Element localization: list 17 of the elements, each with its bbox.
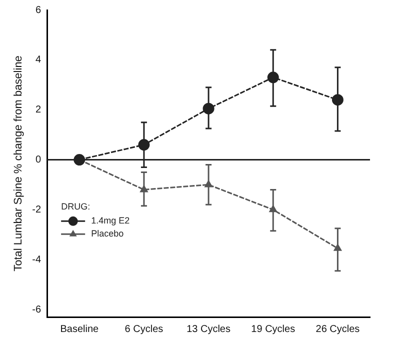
y-tick-label: 4 bbox=[36, 54, 42, 66]
y-axis-title: Total Lumbar Spine % change from baseline bbox=[12, 56, 25, 272]
x-tick-label: Baseline bbox=[60, 324, 99, 335]
x-tick-label: 6 Cycles bbox=[124, 324, 164, 335]
y-tick-label: 6 bbox=[36, 4, 42, 16]
point bbox=[74, 154, 86, 166]
legend-label: 1.4mg E2 bbox=[91, 216, 130, 226]
y-tick-label: -4 bbox=[32, 254, 42, 266]
legend-label: Placebo bbox=[91, 228, 124, 239]
y-tick-label: -6 bbox=[32, 304, 42, 316]
y-tick-label: 0 bbox=[36, 154, 42, 166]
x-tick-label: 13 Cycles bbox=[186, 324, 230, 335]
y-tick-label: -2 bbox=[32, 204, 42, 216]
x-tick-label: 19 Cycles bbox=[251, 324, 296, 335]
legend-title: DRUG: bbox=[61, 202, 90, 212]
x-tick-label: 26 Cycles bbox=[316, 324, 360, 335]
y-tick-label: 2 bbox=[36, 104, 42, 116]
